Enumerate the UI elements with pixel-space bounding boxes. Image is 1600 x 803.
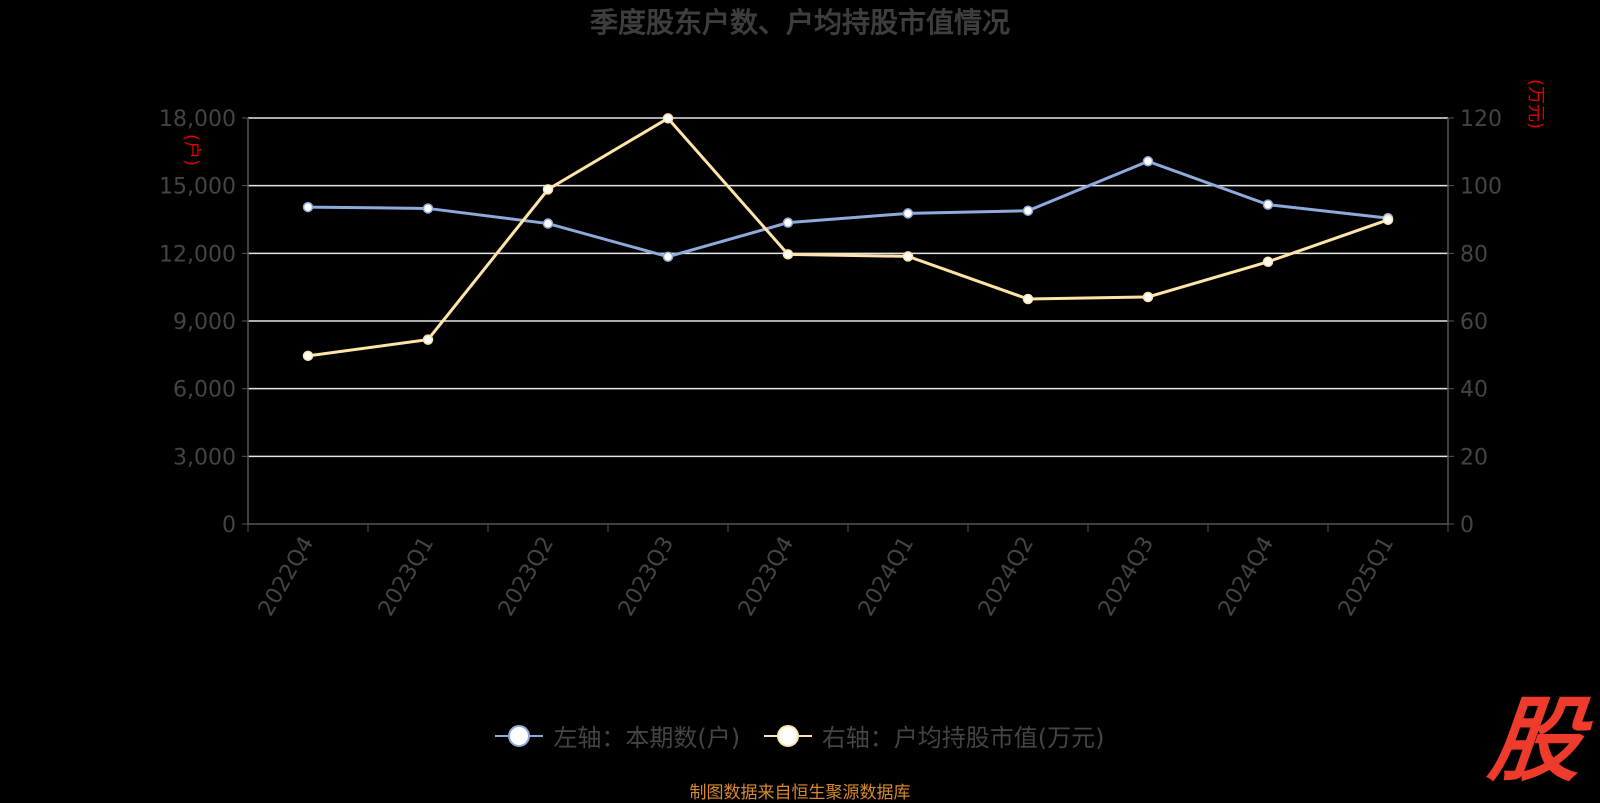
data-point-avg-value [1382, 214, 1394, 226]
data-point-households [302, 201, 314, 213]
data-point-households [422, 203, 434, 214]
x-tick-label: 2022Q4 [254, 533, 319, 621]
x-tick-label: 2024Q2 [974, 533, 1039, 621]
data-point-avg-value [902, 251, 914, 262]
right-tick-label: 20 [1460, 445, 1488, 470]
data-source-note: 制图数据来自恒生聚源数据库 [689, 783, 911, 803]
data-point-households [1022, 205, 1034, 216]
data-point-households [1262, 199, 1274, 210]
x-tick-label: 2023Q2 [494, 533, 559, 621]
right-tick-label: 0 [1460, 513, 1474, 538]
data-point-avg-value [542, 184, 554, 195]
right-tick-label: 120 [1460, 107, 1502, 132]
brand-logo: 股 [1484, 687, 1588, 794]
legend-label-avg-value: 右轴：户均持股市值(万元) [821, 724, 1105, 752]
data-point-avg-value [422, 334, 434, 345]
data-point-avg-value [1262, 256, 1274, 268]
left-tick-label: 12,000 [159, 242, 236, 267]
data-point-avg-value [662, 113, 674, 124]
x-tick-label: 2023Q1 [374, 533, 439, 621]
x-tick-label: 2023Q4 [734, 533, 799, 621]
right-axis-unit: (万元) [1525, 79, 1546, 129]
x-tick-label: 2024Q4 [1214, 533, 1279, 621]
right-tick-label: 100 [1460, 175, 1502, 200]
chart-title: 季度股东户数、户均持股市值情况 [590, 6, 1010, 39]
left-tick-label: 18,000 [159, 107, 236, 132]
axes: 0 0 3,000 20 6,000 40 9,000 60 12,000 80 15,000 100… [159, 79, 1546, 621]
x-tick-label: 2025Q1 [1334, 533, 1399, 621]
x-tick-label: 2024Q1 [854, 533, 919, 621]
left-tick-label: 9,000 [173, 310, 236, 335]
series-line-households [307, 159, 1389, 259]
data-point-households [782, 217, 794, 228]
right-tick-label: 40 [1460, 378, 1488, 403]
legend-swatch-households-icon [495, 724, 544, 747]
grid-lines [248, 117, 1448, 458]
data-point-avg-value [302, 350, 314, 362]
legend-item-avg-value[interactable]: 右轴：户均持股市值(万元) [763, 718, 1105, 753]
data-point-households [662, 251, 674, 262]
data-point-households [542, 218, 554, 229]
left-tick-label: 15,000 [159, 175, 236, 200]
x-tick-label: 2023Q3 [614, 533, 679, 621]
data-point-avg-value [1142, 291, 1154, 303]
left-tick-label: 6,000 [173, 378, 236, 403]
series-group [302, 113, 1394, 362]
legend: 左轴：本期数(户) 右轴：户均持股市值(万元) [0, 718, 1600, 754]
legend-swatch-avg-value-icon [763, 724, 812, 747]
data-point-households [1142, 156, 1154, 167]
right-tick-label: 80 [1460, 242, 1488, 267]
data-point-avg-value [1022, 293, 1034, 305]
data-point-avg-value [782, 249, 794, 260]
left-tick-label: 3,000 [173, 445, 236, 470]
x-tick-label: 2024Q3 [1094, 533, 1159, 621]
left-tick-label: 0 [222, 513, 236, 538]
legend-item-households[interactable]: 左轴：本期数(户) [495, 718, 740, 753]
left-axis-unit: (户) [181, 134, 202, 166]
series-line-avg-value [307, 116, 1389, 358]
data-point-households [902, 208, 914, 219]
legend-label-households: 左轴：本期数(户) [553, 724, 741, 752]
right-tick-label: 60 [1460, 310, 1488, 335]
